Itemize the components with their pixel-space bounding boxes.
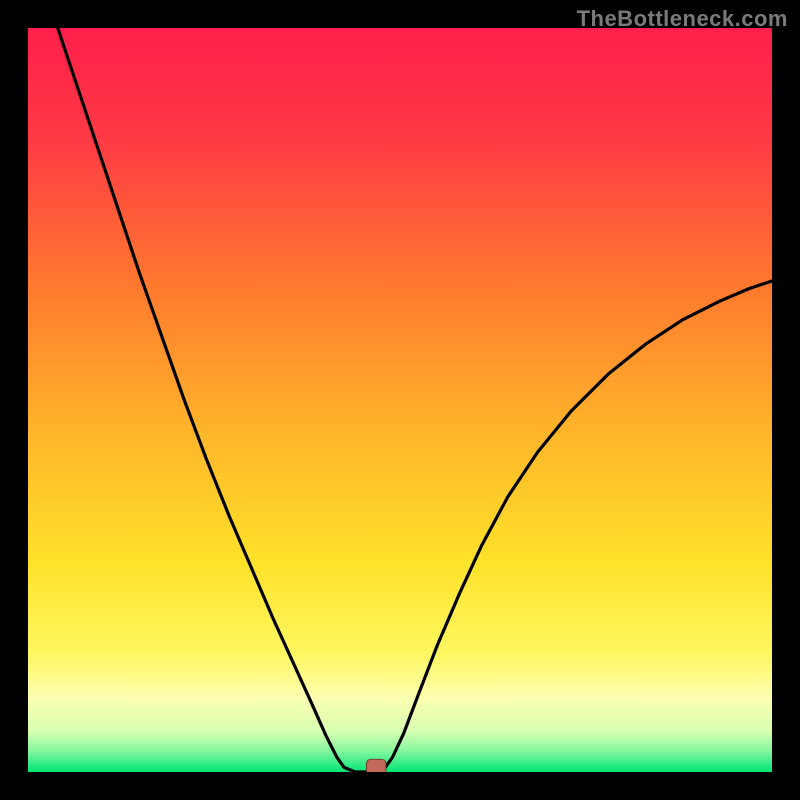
bottleneck-curve-chart	[28, 28, 772, 772]
source-watermark: TheBottleneck.com	[577, 6, 788, 32]
optimal-point-marker	[367, 759, 386, 772]
gradient-background	[28, 28, 772, 772]
chart-frame: TheBottleneck.com	[0, 0, 800, 800]
plot-area	[28, 28, 772, 772]
